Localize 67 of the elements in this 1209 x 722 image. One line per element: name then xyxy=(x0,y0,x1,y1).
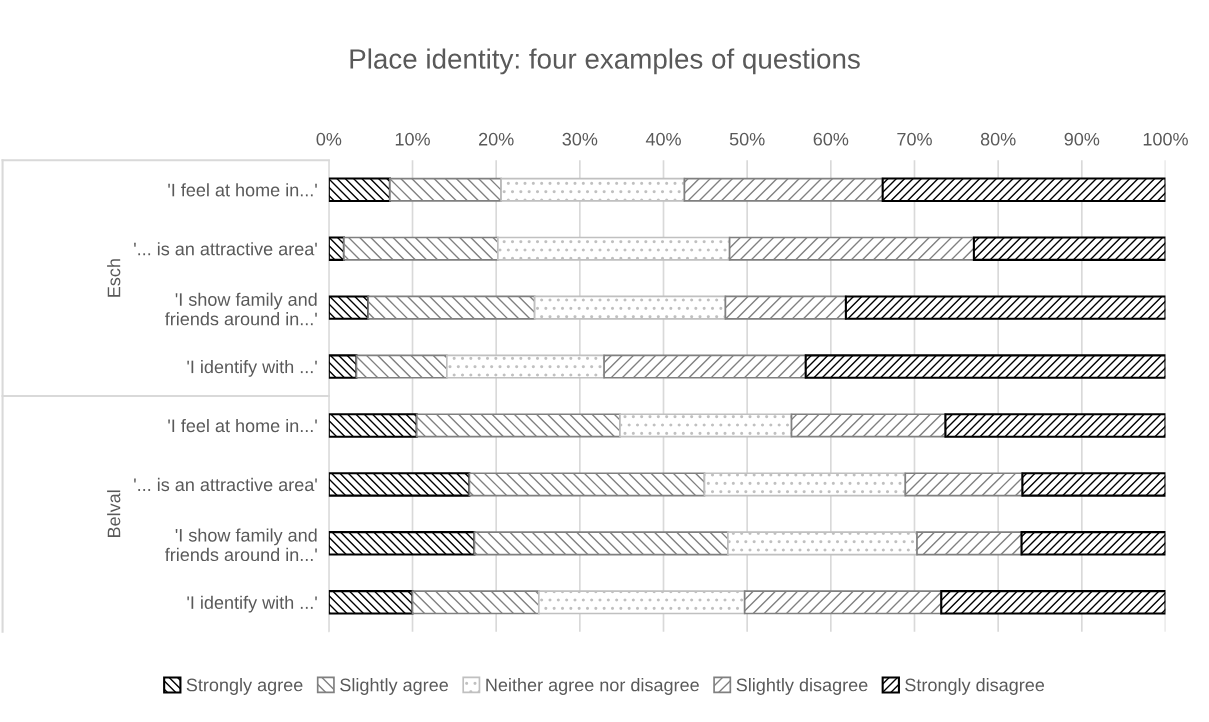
bar xyxy=(328,177,391,202)
bar xyxy=(468,472,706,497)
x-tick-label: 10% xyxy=(395,132,430,146)
bar xyxy=(972,236,1166,261)
y-tick-label: 'I identify with ...' xyxy=(187,360,317,377)
x-tick-label: 30% xyxy=(562,132,598,146)
bar xyxy=(415,413,621,438)
bar xyxy=(328,295,370,320)
bar xyxy=(944,413,1166,438)
legend-label: Strongly agree xyxy=(186,678,303,695)
bar xyxy=(727,531,918,556)
legend-label: Slightly disagree xyxy=(736,678,868,695)
bar xyxy=(743,590,943,615)
x-tick-label: 40% xyxy=(645,132,681,146)
chart-title: Place identity: four examples of questions xyxy=(350,48,860,75)
bar xyxy=(940,590,1166,615)
x-tick-label: 60% xyxy=(813,132,849,146)
bar xyxy=(619,413,793,438)
bar xyxy=(916,531,1023,556)
x-tick-label: 90% xyxy=(1064,132,1100,146)
y-tick-label: 'I identify with ...' xyxy=(187,595,317,613)
bar xyxy=(328,413,418,438)
x-tick-label: 0% xyxy=(316,132,342,146)
text: Belval xyxy=(107,490,121,537)
bar xyxy=(343,236,499,261)
bar xyxy=(497,236,731,261)
bar xyxy=(473,531,729,556)
bar xyxy=(500,177,686,202)
bar xyxy=(728,236,975,261)
x-tick-label: 100% xyxy=(1143,132,1188,146)
bar xyxy=(1021,472,1166,497)
bar xyxy=(411,590,540,615)
bar xyxy=(603,354,807,379)
y-tick-label: '... is an attractive area' xyxy=(134,477,317,492)
bar xyxy=(328,354,358,379)
legend-label: Neither agree nor disagree xyxy=(486,678,699,695)
bar xyxy=(683,177,884,202)
bar xyxy=(881,177,1166,202)
bar xyxy=(790,413,947,438)
x-tick-label: 80% xyxy=(980,132,1016,146)
bar xyxy=(904,472,1024,497)
bar xyxy=(355,354,448,379)
bar xyxy=(804,354,1166,379)
x-tick-label: 20% xyxy=(479,132,514,146)
bar xyxy=(1020,531,1166,556)
y-tick-label: 'I show family and friends around in...' xyxy=(165,528,317,562)
y-tick-label: 'I show family and friends around in...' xyxy=(165,292,317,326)
bar xyxy=(328,590,414,615)
bar xyxy=(328,472,471,497)
legend-label: Slightly agree xyxy=(340,678,448,695)
bar xyxy=(328,531,476,556)
bar xyxy=(389,177,503,202)
bar xyxy=(703,472,907,497)
bar xyxy=(538,590,746,615)
x-tick-label: 50% xyxy=(729,132,765,146)
bar xyxy=(367,295,536,320)
bar xyxy=(328,236,345,261)
text: Esch xyxy=(107,259,121,297)
bar xyxy=(724,295,847,320)
bar xyxy=(445,354,605,379)
legend-label: Strongly disagree xyxy=(905,678,1045,695)
bar xyxy=(844,295,1166,320)
y-tick-label: 'I feel at home in...' xyxy=(168,418,317,433)
x-tick-label: 70% xyxy=(897,132,932,146)
y-tick-label: '... is an attractive area' xyxy=(134,242,317,256)
y-tick-label: 'I feel at home in...' xyxy=(168,183,317,197)
bar xyxy=(533,295,727,320)
